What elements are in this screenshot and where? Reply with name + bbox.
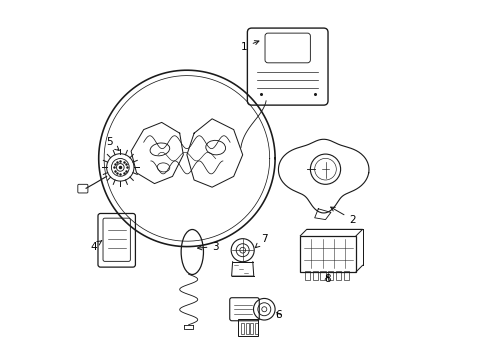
Text: 1: 1 <box>241 41 258 52</box>
Bar <box>254 323 258 334</box>
Text: 2: 2 <box>330 207 355 225</box>
Text: 8: 8 <box>324 274 330 284</box>
Bar <box>336 271 341 280</box>
Bar <box>241 323 244 334</box>
Text: 5: 5 <box>106 137 119 150</box>
Bar <box>312 271 317 280</box>
Bar <box>304 271 309 280</box>
Bar <box>344 271 348 280</box>
Text: 3: 3 <box>197 242 219 252</box>
Text: 6: 6 <box>275 310 282 320</box>
Bar <box>320 271 325 280</box>
Text: 7: 7 <box>255 234 267 248</box>
Bar <box>250 323 253 334</box>
Bar <box>300 236 355 272</box>
Bar <box>245 323 248 334</box>
Bar <box>238 319 257 336</box>
Text: 4: 4 <box>90 241 102 252</box>
Bar <box>328 271 333 280</box>
